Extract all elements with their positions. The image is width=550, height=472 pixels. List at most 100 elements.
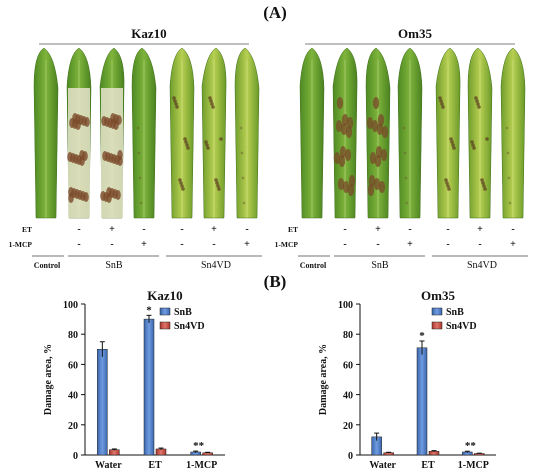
group-label-sn4vd: Sn4VD xyxy=(201,260,231,271)
y-tick-label: 40 xyxy=(343,391,353,402)
leaf-spot xyxy=(241,176,245,180)
leaf-spot xyxy=(216,184,220,188)
legend-swatch-snb xyxy=(159,307,171,316)
bar-snb xyxy=(416,347,428,456)
leaf-spot xyxy=(242,201,246,205)
leaf-spot xyxy=(483,187,487,191)
row-label-mcp: 1-MCP xyxy=(275,240,299,249)
group-label-snb: SnB xyxy=(105,260,123,271)
necrotic-lesion xyxy=(113,120,119,130)
necrotic-lesion xyxy=(378,181,386,193)
leaf-spot xyxy=(451,143,455,147)
et-mark: + xyxy=(109,224,115,235)
necrotic-lesion xyxy=(380,149,388,161)
et-mark: - xyxy=(77,224,80,235)
leaf-spot xyxy=(402,126,406,130)
mcp-mark: - xyxy=(376,239,379,250)
leaf-spot xyxy=(440,102,444,106)
necrotic-lesion xyxy=(75,120,81,130)
x-tick-label: 1-MCP xyxy=(458,460,489,471)
leaf-image xyxy=(299,47,325,219)
necrotic-lesion xyxy=(371,120,379,132)
necrotic-lesion xyxy=(374,155,382,167)
mcp-mark: + xyxy=(141,239,147,250)
leaf-spot xyxy=(209,99,213,103)
et-mark: + xyxy=(211,224,217,235)
leaf-spot xyxy=(172,96,176,100)
necrotic-lesion xyxy=(367,184,375,196)
panel-b-label: (B) xyxy=(264,272,287,291)
y-axis-label: Damage area, % xyxy=(318,344,329,415)
necrotic-lesion xyxy=(117,156,123,166)
leaf-spot xyxy=(485,137,489,141)
leaf-blade xyxy=(201,47,227,219)
leaf-spot xyxy=(444,178,448,182)
leaf-spot xyxy=(219,137,223,141)
leaf-spot xyxy=(480,178,484,182)
leaf-spot xyxy=(438,96,442,100)
leaf-spot xyxy=(185,143,189,147)
legend-swatch-snb xyxy=(431,307,443,316)
necrotic-lesion xyxy=(106,193,112,203)
necrotic-lesion xyxy=(366,117,374,129)
necrotic-lesion xyxy=(368,175,376,187)
leaf-spot xyxy=(204,140,208,144)
legend-swatch-sn4vd xyxy=(431,321,443,330)
leaf-image xyxy=(332,47,358,219)
mcp-mark: - xyxy=(180,239,183,250)
leaf-spot xyxy=(477,105,481,109)
necrotic-lesion xyxy=(338,155,346,167)
leaf-spot xyxy=(441,105,445,109)
chart-om35: Om35 0 20 40 60 80 100 Damage area, % Water ET 1-M… xyxy=(318,288,496,471)
y-axis-label: Damage area, % xyxy=(43,344,54,415)
chart-title: Om35 xyxy=(421,288,455,303)
leaf-image xyxy=(131,47,157,219)
y-tick-label: 20 xyxy=(68,421,78,432)
necrotic-lesion xyxy=(348,175,356,187)
y-tick-label: 100 xyxy=(63,300,78,311)
mcp-mark: - xyxy=(110,239,113,250)
necrotic-lesion xyxy=(340,123,348,135)
leaf-spot xyxy=(439,99,443,103)
leaf-image xyxy=(467,47,493,219)
significance-mark: ** xyxy=(465,440,477,452)
necrotic-lesion xyxy=(372,97,380,109)
significance-mark: ** xyxy=(193,440,205,452)
leaf-spot xyxy=(475,99,479,103)
leaf-image xyxy=(201,47,227,219)
legend-swatch-sn4vd xyxy=(159,321,171,330)
leaf-blade xyxy=(435,47,461,219)
leaf-spot xyxy=(215,181,219,185)
necrotic-lesion xyxy=(373,178,381,190)
cultivar-block-om35: Om35 - - + - - + - - + - - + ET 1-MCP Control SnB Sn4VD xyxy=(275,26,528,271)
row-label-et: ET xyxy=(22,225,32,234)
leaf-spot xyxy=(178,178,182,182)
et-mark: - xyxy=(343,224,346,235)
legend-label: SnB xyxy=(174,307,192,318)
et-mark: - xyxy=(180,224,183,235)
leaf-image xyxy=(500,47,526,219)
leaf-blade xyxy=(33,47,59,219)
x-tick-label: Water xyxy=(95,460,122,471)
group-label-snb: SnB xyxy=(371,260,389,271)
leaf-spot xyxy=(138,176,142,180)
leaf-image xyxy=(33,47,59,219)
leaf-spot xyxy=(205,143,209,147)
necrotic-lesion xyxy=(369,152,377,164)
group-label-sn4vd: Sn4VD xyxy=(467,260,497,271)
row-label-et: ET xyxy=(288,225,298,234)
leaf-spot xyxy=(449,137,453,141)
y-tick-label: 80 xyxy=(68,330,78,341)
leaf-spot xyxy=(175,105,179,109)
mcp-mark: + xyxy=(407,239,413,250)
leaf-spot xyxy=(210,102,214,106)
necrotic-lesion xyxy=(376,123,384,135)
y-tick-label: 0 xyxy=(73,451,78,462)
leaf-spot xyxy=(174,102,178,106)
et-mark: - xyxy=(142,224,145,235)
chart-kaz10: Kaz10 0 20 40 60 80 100 Damage area, % Water ET 1-… xyxy=(43,288,225,471)
mcp-mark: - xyxy=(446,239,449,250)
necrotic-lesion xyxy=(115,190,121,200)
leaf-spot xyxy=(217,187,221,191)
